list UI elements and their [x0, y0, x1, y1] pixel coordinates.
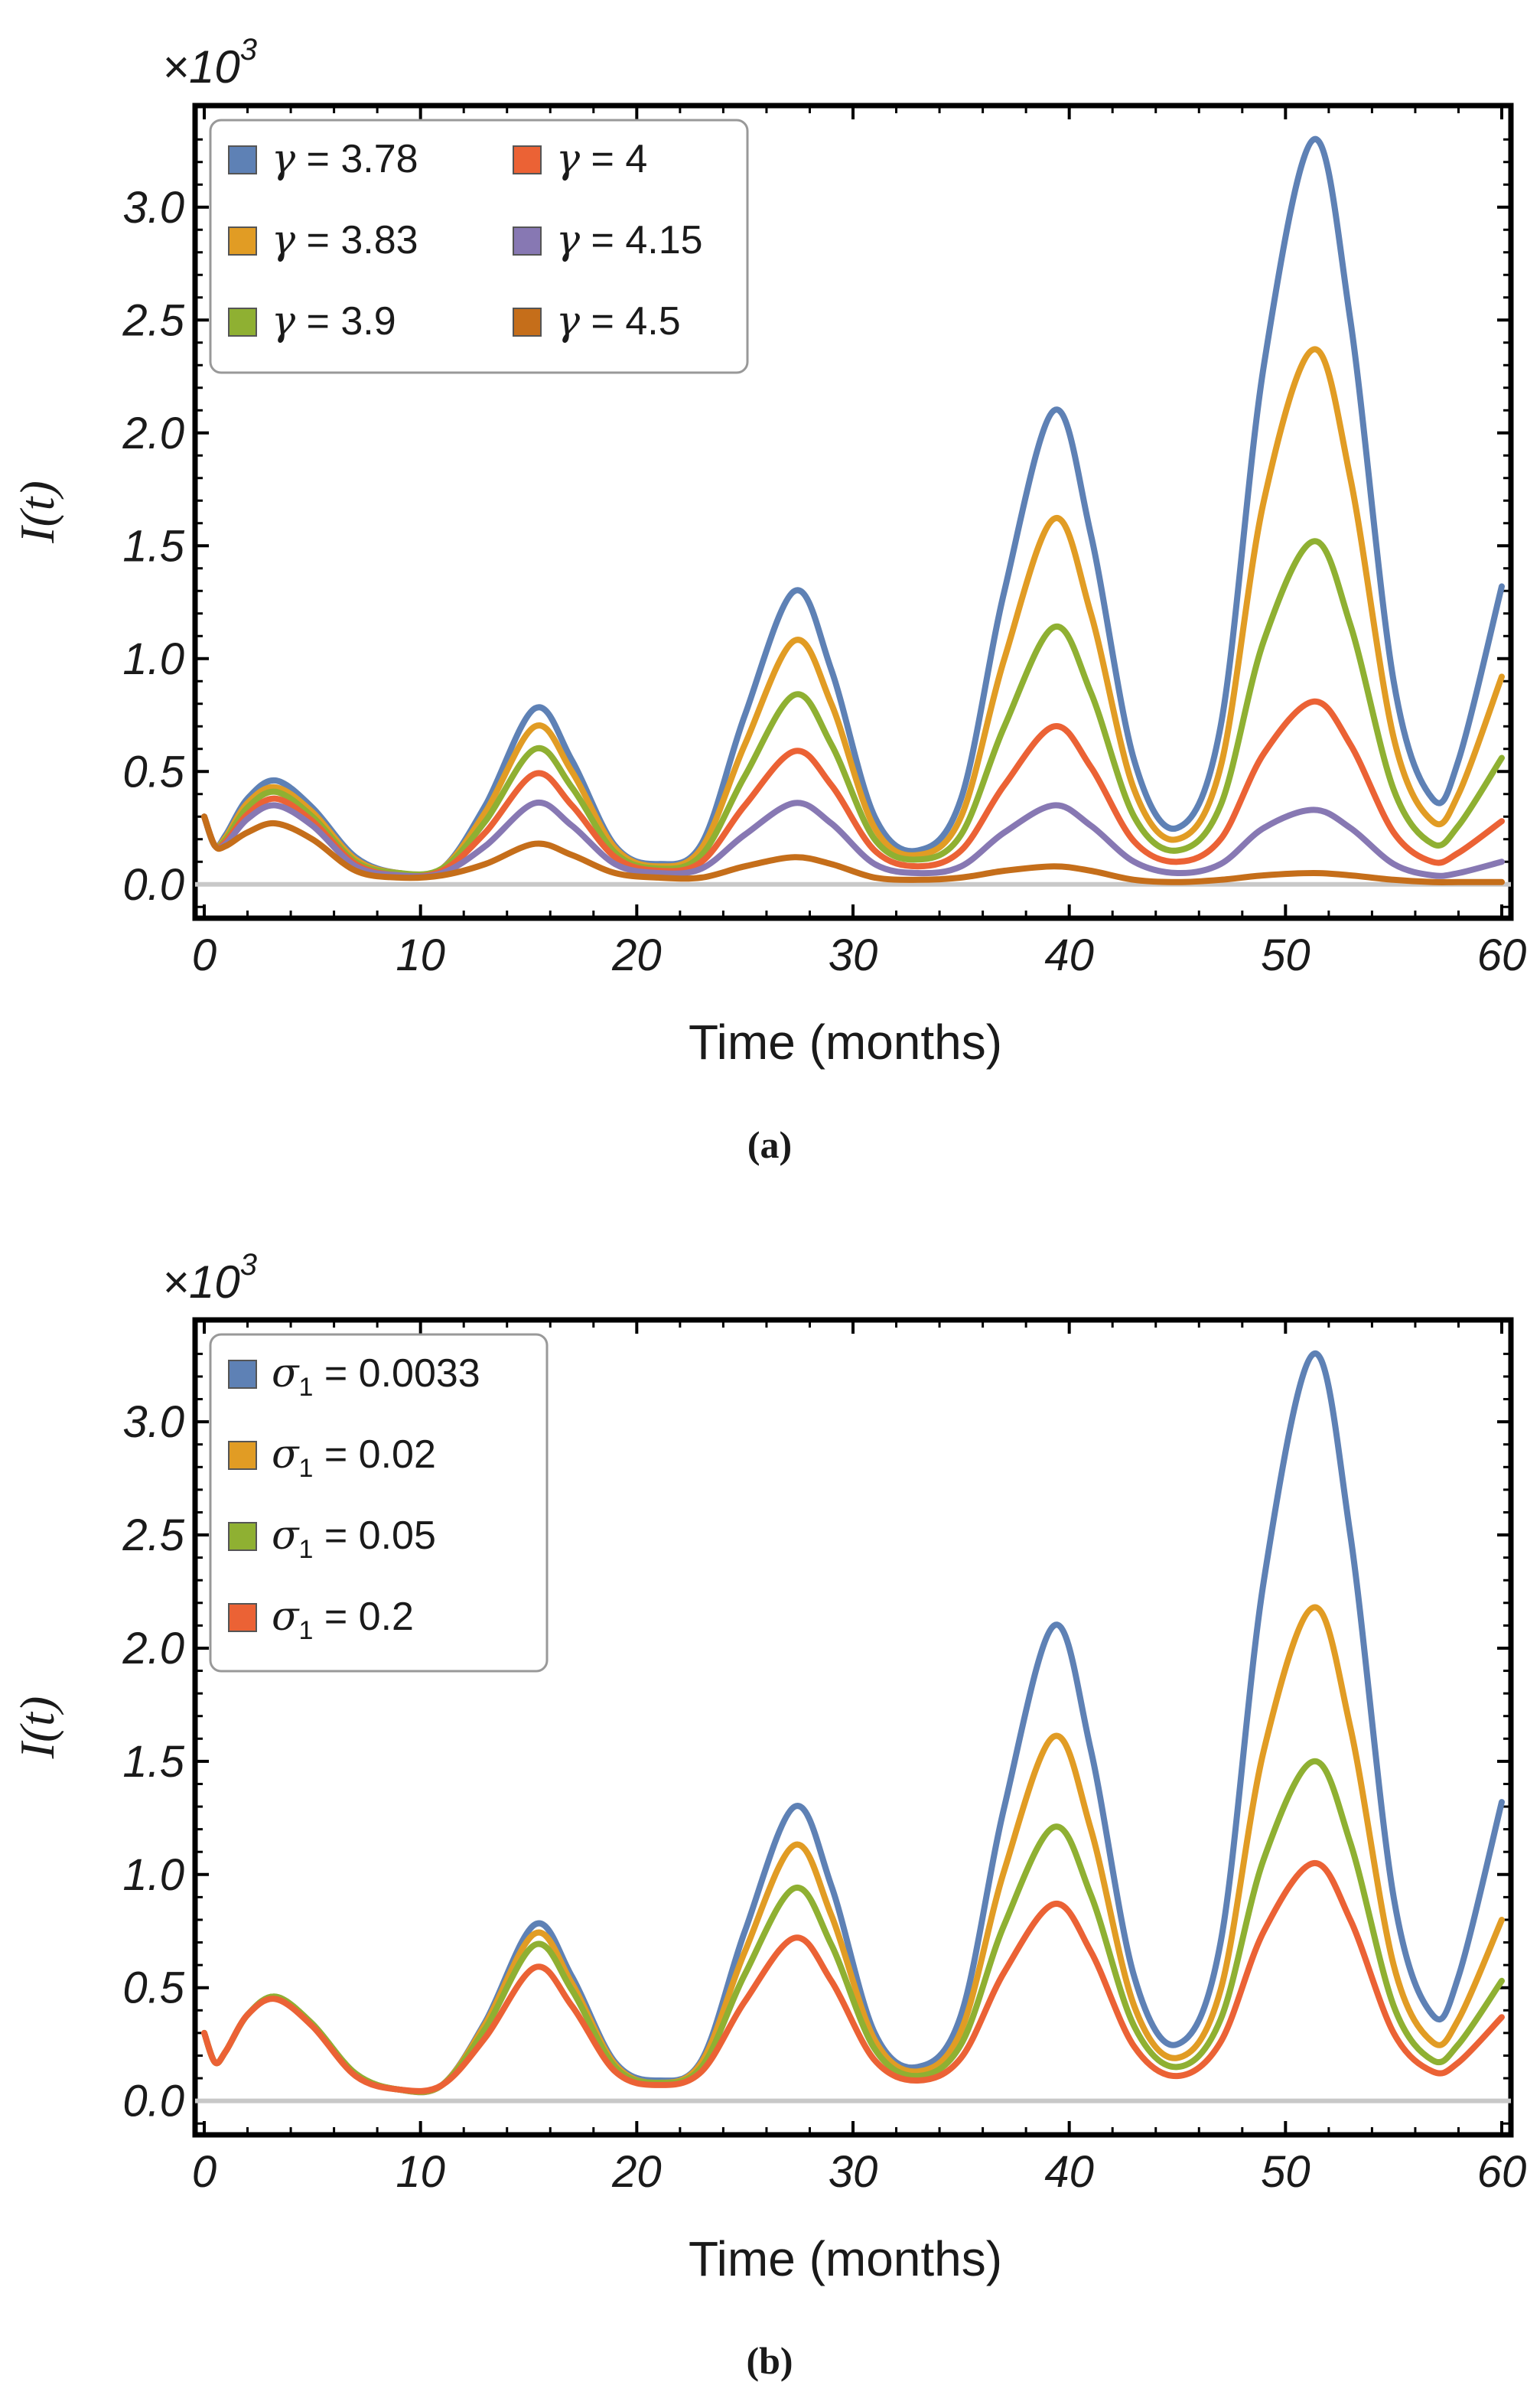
- caption-b: (b): [746, 2339, 793, 2382]
- legend-swatch: [513, 145, 542, 174]
- x-tick-label: 10: [396, 2147, 445, 2197]
- legend-entry: σ1 = 0.02: [272, 1432, 436, 1483]
- series-line-2: [201, 1758, 1505, 2095]
- caption-a: (a): [747, 1123, 792, 1166]
- legend-swatch: [228, 1522, 257, 1551]
- legend-entry: γ = 4: [556, 136, 647, 182]
- series-line-4: [201, 799, 1505, 880]
- legend-entry: γ = 3.9: [272, 298, 396, 344]
- series-line-5: [201, 813, 1505, 886]
- x-tick-label: 60: [1477, 2147, 1527, 2197]
- x-tick-label: 0: [192, 2147, 217, 2197]
- y-tick-label: 0.0: [122, 860, 184, 910]
- y-tick-label: 0.5: [122, 1963, 184, 2013]
- y-tick-label: 3.0: [122, 183, 184, 233]
- legend-entry: γ = 4.15: [556, 217, 703, 263]
- x-tick-label: 40: [1044, 930, 1094, 980]
- x-axis-label: Time (months): [689, 2231, 1002, 2286]
- x-tick-label: 40: [1044, 2147, 1094, 2197]
- legend-swatch: [228, 1603, 257, 1632]
- y-multiplier: ×103: [162, 33, 257, 93]
- x-axis-label: Time (months): [689, 1015, 1002, 1070]
- x-tick-label: 30: [829, 2147, 878, 2197]
- y-tick-label: 1.5: [122, 521, 184, 571]
- series-lines: [195, 1351, 1511, 2103]
- legend-box: [209, 1333, 549, 1673]
- x-tick-label: 60: [1477, 930, 1527, 980]
- y-tick-label: 2.0: [122, 409, 184, 458]
- legend: σ1 = 0.0033 σ1 = 0.02 σ1 = 0.05 σ1 = 0.2: [209, 1333, 549, 1673]
- legend-entry: γ = 4.5: [556, 298, 681, 344]
- y-tick-label: 2.0: [122, 1624, 184, 1673]
- legend-swatch: [513, 308, 542, 337]
- x-tick-label: 10: [396, 930, 445, 980]
- panel-b: ×103 0 10 20 30 40 50 60 0.0 0.5 1.0 1.5 2.0 2.5 3.0…: [10, 1248, 1526, 2382]
- y-tick-label: 0.0: [122, 2077, 184, 2126]
- legend-swatch: [228, 308, 257, 337]
- series-lines: [195, 135, 1511, 887]
- y-tick-label: 1.0: [122, 634, 184, 684]
- x-ticks: 0 10 20 30 40 50 60: [192, 106, 1526, 980]
- x-tick-label: 30: [829, 930, 878, 980]
- legend-swatch: [228, 226, 257, 256]
- y-tick-label: 1.0: [122, 1850, 184, 1900]
- x-tick-label: 20: [611, 2147, 662, 2197]
- legend-entry: σ1 = 0.05: [272, 1513, 436, 1564]
- legend-swatch: [228, 1441, 257, 1470]
- legend-entry: σ1 = 0.0033: [272, 1351, 480, 1402]
- y-tick-label: 1.5: [122, 1737, 184, 1787]
- legend-entry: γ = 3.78: [272, 136, 418, 182]
- x-tick-label: 50: [1261, 930, 1310, 980]
- legend-box: [209, 119, 749, 374]
- y-tick-label: 3.0: [122, 1397, 184, 1447]
- y-tick-label: 2.5: [122, 1510, 184, 1560]
- x-tick-label: 50: [1261, 2147, 1310, 2197]
- y-ticks: 0.0 0.5 1.0 1.5 2.0 2.5 3.0: [122, 138, 1511, 910]
- legend: γ = 3.78 γ = 3.83 γ = 3.9 γ = 4 γ = 4.15 γ = …: [209, 119, 749, 374]
- y-axis-label: I(t): [10, 1696, 64, 1760]
- y-tick-label: 0.5: [122, 747, 184, 797]
- legend-swatch: [513, 226, 542, 256]
- y-ticks: 0.0 0.5 1.0 1.5 2.0 2.5 3.0: [122, 1352, 1511, 2126]
- legend-entry: σ1 = 0.2: [272, 1594, 414, 1645]
- y-tick-label: 2.5: [122, 295, 184, 345]
- x-ticks: 0 10 20 30 40 50 60: [192, 1320, 1526, 2197]
- series-line-3: [201, 1860, 1505, 2094]
- legend-swatch: [228, 145, 257, 174]
- legend-entry: γ = 3.83: [272, 217, 418, 263]
- y-multiplier: ×103: [162, 1248, 257, 1308]
- x-tick-label: 0: [192, 930, 217, 980]
- legend-swatch: [228, 1360, 257, 1389]
- x-tick-label: 20: [611, 930, 662, 980]
- y-axis-label: I(t): [10, 481, 64, 544]
- panel-a: ×103 0 10 20 30 40 50 60 0.0 0.5 1.0 1.5 2.0 2.5 3.0…: [10, 33, 1526, 1166]
